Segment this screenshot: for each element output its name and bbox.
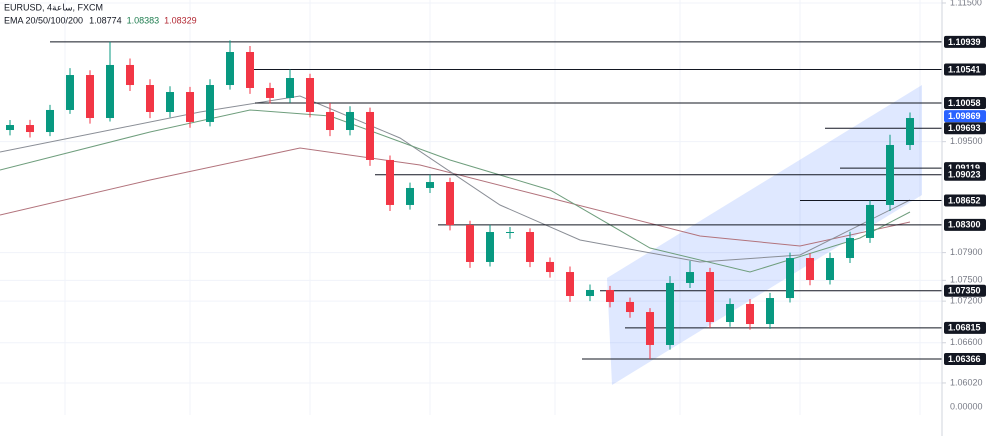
candle-body [506,232,514,234]
candle-body [306,78,314,112]
candle-body [446,182,454,226]
y-tick-label: 1.06020 [950,377,983,387]
candle-body [126,64,134,86]
candle-body [726,303,734,323]
candle-body [526,232,534,262]
candle-body [686,272,694,283]
chart-title: EURUSD, 4ساعة, FXCM [4,2,103,12]
candle-body [906,118,914,145]
candle-body [106,64,114,119]
candle-body [546,261,554,273]
candle-body [226,52,234,86]
level-label: 1.07350 [948,286,981,296]
candle-body [386,159,394,205]
ema-200 [0,147,911,247]
level-label-box [944,194,986,207]
candle-body [566,272,574,297]
candle-body [646,312,654,345]
candle-body [266,87,274,98]
candle-body [346,111,354,131]
level-label-box [944,168,986,181]
candle-body [86,75,94,119]
scale-label: 0.00000 [950,401,983,411]
level-label-box [944,321,986,334]
indicator-value: 1.08774 [89,15,122,25]
candle-body [746,303,754,325]
y-tick-label: 1.06600 [950,337,983,347]
candle-body [286,78,294,98]
level-label: 1.06366 [948,354,981,364]
level-label: 1.08652 [948,195,981,205]
candle-body [766,298,774,325]
candle-body [666,282,674,345]
level-label: 1.08300 [948,220,981,230]
indicator-value: 1.08329 [164,15,197,25]
candle-body [426,182,434,188]
candle-body [66,75,74,110]
candle-body [366,111,374,160]
candle-body [186,92,194,122]
candle-body [166,92,174,112]
candle-body [886,144,894,205]
level-label: 1.06815 [948,323,981,333]
candle-body [826,258,834,280]
candle-body [706,272,714,323]
indicator-value: 1.08383 [127,15,160,25]
level-label-box [944,96,986,109]
level-label: 1.10058 [948,98,981,108]
candle-body [246,52,254,88]
y-tick-label: 1.07500 [950,275,983,285]
y-tick-label: 1.11500 [950,0,982,7]
level-label: 1.09693 [948,123,981,133]
candle-body [46,109,54,133]
y-tick-label: 1.07900 [950,247,983,257]
candle-body [326,111,334,131]
level-label-box [944,284,986,297]
level-label-box [944,122,986,135]
candle-body [466,225,474,262]
candle-body [606,289,614,302]
y-tick-label: 1.07200 [950,296,983,306]
candle-body [586,289,594,297]
candle-body [806,258,814,280]
candle-body [146,85,154,112]
level-label-box [944,218,986,231]
y-tick-label: 1.09500 [950,136,983,146]
level-label: 1.09119 [948,163,980,173]
last-price-box [944,110,986,123]
level-label-box [944,63,986,76]
candle-body [6,125,14,131]
candle-body [206,85,214,122]
candle-body [626,301,634,313]
level-label-box [944,352,986,365]
level-label: 1.10541 [948,64,981,74]
candle-body [486,232,494,262]
level-label-box [944,35,986,48]
price-channel [607,85,922,385]
last-price-label: 1.09869 [948,111,981,121]
level-label: 1.10939 [948,37,981,47]
candle-body [406,187,414,205]
candle-body [846,237,854,259]
candle-body [866,204,874,238]
ema-100 [0,95,911,263]
level-label: 1.09023 [948,170,981,180]
candle-body [26,125,34,133]
indicator-name: EMA 20/50/100/200 [4,15,83,25]
candle-body [786,258,794,299]
